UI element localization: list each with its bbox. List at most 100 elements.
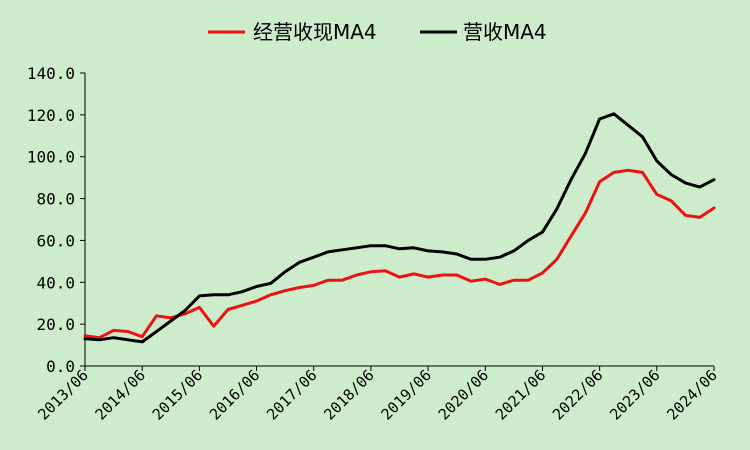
data-point (612, 171, 615, 174)
data-point (312, 256, 315, 259)
data-point (126, 338, 129, 341)
data-point (241, 304, 244, 307)
legend-label-cash: 经营收现MA4 (253, 20, 377, 44)
data-point (384, 269, 387, 272)
data-point (212, 325, 215, 328)
data-point (427, 249, 430, 252)
x-tick-label: 2015/06 (149, 366, 206, 423)
data-point (684, 214, 687, 217)
data-point (655, 193, 658, 196)
y-tick-label: 80.0 (36, 190, 75, 209)
x-tick-label: 2016/06 (206, 366, 263, 423)
data-point (512, 249, 515, 252)
data-point (670, 199, 673, 202)
data-point (398, 276, 401, 279)
series-points-0 (84, 169, 715, 339)
data-point (255, 300, 258, 303)
data-point (355, 246, 358, 249)
data-point (427, 276, 430, 279)
data-point (484, 278, 487, 281)
data-point (198, 306, 201, 309)
data-point (570, 235, 572, 238)
data-point (698, 216, 701, 219)
x-tick-label: 2024/06 (663, 366, 720, 423)
series-line-1 (83, 112, 716, 344)
data-point (612, 112, 615, 115)
data-point (684, 181, 687, 184)
data-point (84, 337, 86, 340)
data-point (441, 250, 444, 253)
data-point (184, 312, 187, 315)
data-point (455, 253, 458, 255)
legend: 经营收现MA4 营收MA4 (208, 20, 547, 44)
data-point (98, 336, 101, 339)
x-tick-label: 2020/06 (435, 366, 492, 423)
data-point (327, 279, 329, 282)
data-point (470, 280, 472, 283)
data-point (369, 244, 372, 247)
data-point (455, 274, 458, 276)
data-point (84, 334, 86, 337)
data-point (470, 258, 472, 261)
data-point (284, 270, 287, 273)
y-tick-label: 0.0 (46, 357, 75, 376)
data-point (384, 244, 387, 247)
data-point (341, 248, 344, 251)
x-tick-label: 2014/06 (92, 366, 149, 423)
data-point (598, 180, 601, 183)
data-point (398, 247, 401, 250)
data-point (98, 338, 101, 341)
data-point (312, 284, 315, 287)
data-point (570, 178, 572, 181)
y-tick-label: 120.0 (27, 106, 75, 125)
x-tick-label: 2022/06 (549, 366, 606, 423)
data-point (298, 286, 301, 289)
data-point (169, 320, 172, 322)
y-tick-label: 60.0 (36, 231, 75, 250)
data-point (227, 308, 229, 311)
x-tick-label: 2019/06 (377, 366, 434, 423)
y-tick-label: 40.0 (36, 273, 75, 292)
data-point (527, 239, 530, 242)
data-point (713, 207, 715, 209)
series-layer (83, 112, 716, 344)
data-point (141, 335, 144, 338)
data-point (713, 178, 715, 181)
data-point (269, 282, 272, 285)
data-point (598, 118, 601, 120)
data-point (641, 171, 644, 174)
data-point (112, 336, 115, 339)
data-point (327, 250, 329, 253)
x-tick-label: 2017/06 (263, 366, 320, 423)
x-tick-label: 2021/06 (492, 366, 549, 423)
legend-label-revenue: 营收MA4 (463, 20, 547, 44)
x-tick-label: 2023/06 (606, 366, 663, 423)
data-point (369, 270, 372, 273)
data-point (527, 279, 530, 282)
data-point (284, 289, 287, 292)
data-point (227, 293, 229, 296)
data-point (155, 330, 158, 333)
data-point (498, 256, 501, 259)
data-point (412, 246, 415, 249)
data-point (155, 314, 158, 317)
data-point (212, 293, 215, 296)
data-point (298, 261, 301, 264)
data-point (641, 135, 644, 138)
y-tick-label: 100.0 (27, 148, 75, 167)
data-point (126, 330, 129, 333)
data-point (269, 293, 272, 296)
data-point (355, 274, 358, 276)
y-tick-label: 20.0 (36, 315, 75, 334)
data-point (498, 283, 501, 286)
data-point (698, 186, 701, 189)
data-point (655, 159, 658, 162)
data-point (512, 279, 515, 282)
data-point (670, 173, 673, 176)
data-point (412, 272, 415, 275)
series-points-1 (84, 112, 715, 343)
data-point (341, 279, 344, 282)
data-point (141, 340, 144, 343)
